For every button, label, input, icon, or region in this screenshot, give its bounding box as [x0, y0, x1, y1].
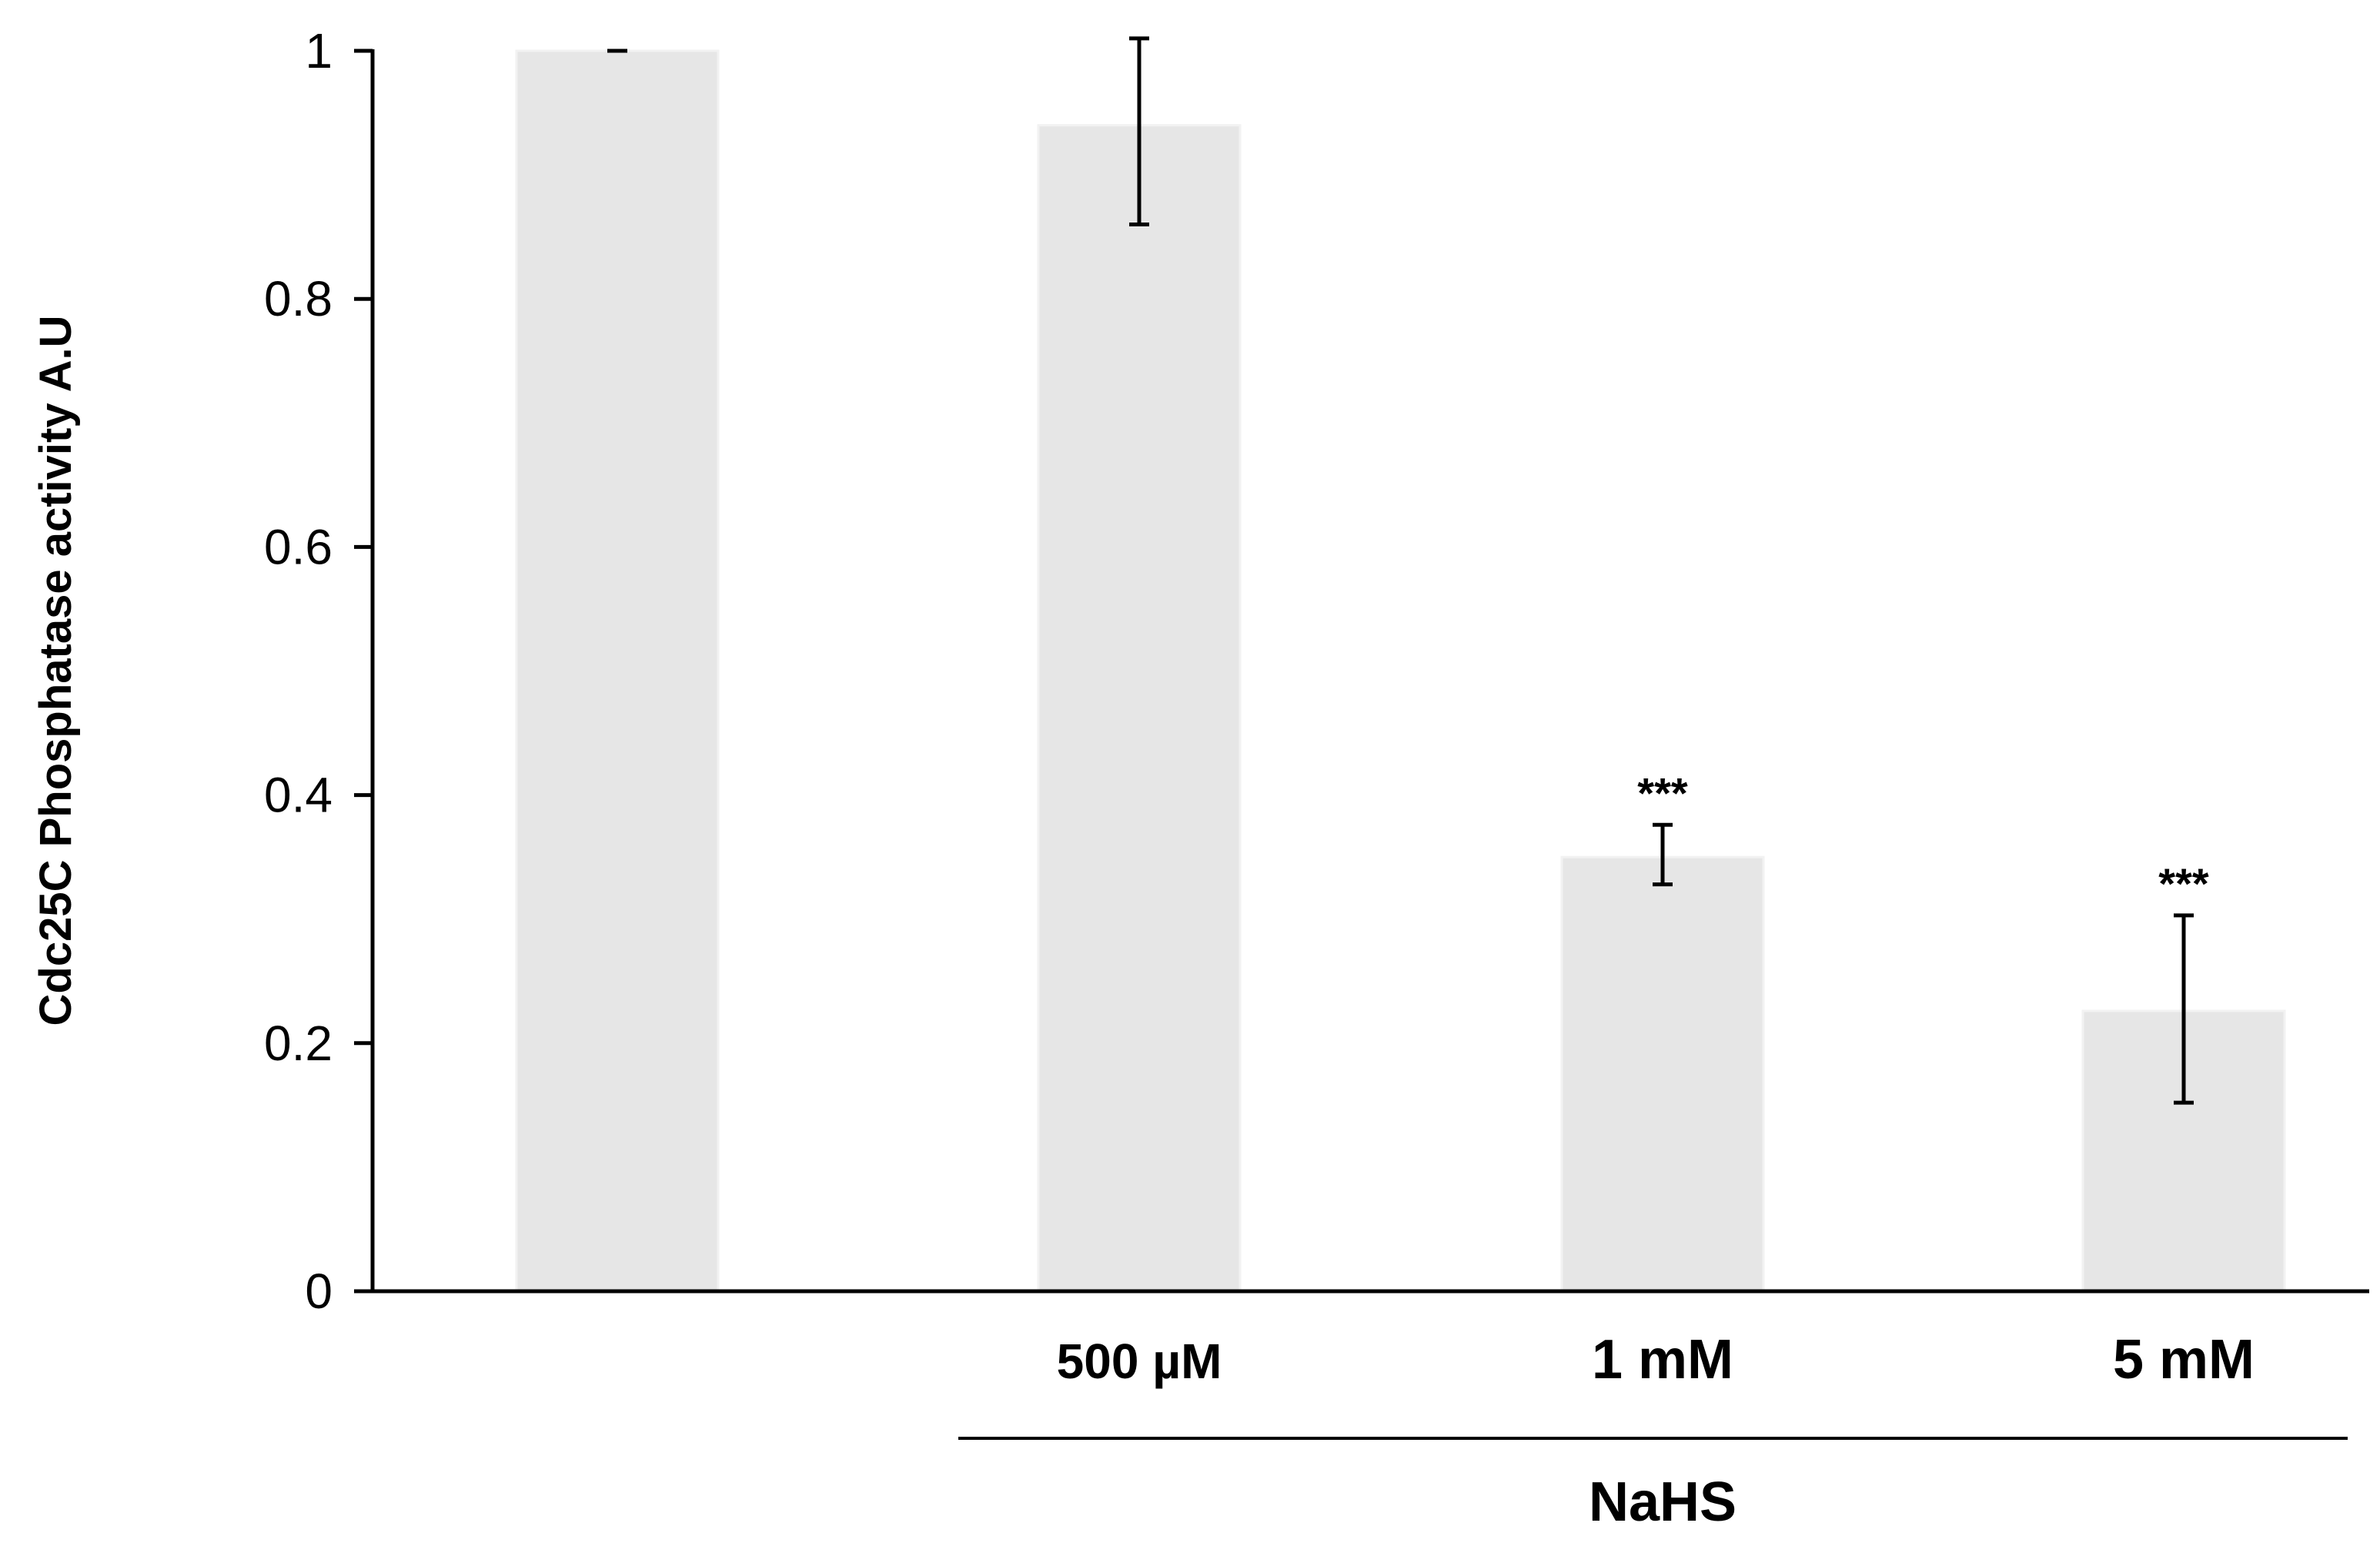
group-label: NaHS	[1589, 1471, 1737, 1533]
significance-label: ***	[1637, 768, 1688, 817]
error-bar-3	[2174, 913, 2194, 1105]
labels-layer: *** *** 0 0.2 0.4 0.6 0.8 1 500 µM 1 mM 5 mM	[264, 23, 2255, 1391]
y-tick-label: 0.2	[264, 1016, 333, 1071]
bar-2	[1560, 855, 1765, 1293]
y-tick-label: 0.4	[264, 768, 333, 823]
bar-1	[1037, 124, 1242, 1293]
x-category-label: 500 µM	[1057, 1334, 1222, 1389]
bars-layer	[515, 49, 2286, 1293]
bar-0	[515, 49, 720, 1293]
y-axis-label: Cdc25C Phosphatase activity A.U	[31, 316, 81, 1026]
axes-layer	[354, 49, 2369, 1440]
error-bar-2	[1653, 822, 1673, 887]
y-tick-label: 0	[305, 1264, 333, 1319]
error-bar-1	[1129, 36, 1149, 227]
significance-label: ***	[2158, 859, 2209, 908]
y-tick-label: 0.6	[264, 519, 333, 574]
error-bars-layer	[607, 36, 2194, 1105]
x-category-label: 5 mM	[2113, 1329, 2255, 1391]
x-category-label: 1 mM	[1592, 1329, 1733, 1391]
y-tick-label: 1	[305, 23, 333, 79]
y-tick-label: 0.8	[264, 271, 333, 326]
